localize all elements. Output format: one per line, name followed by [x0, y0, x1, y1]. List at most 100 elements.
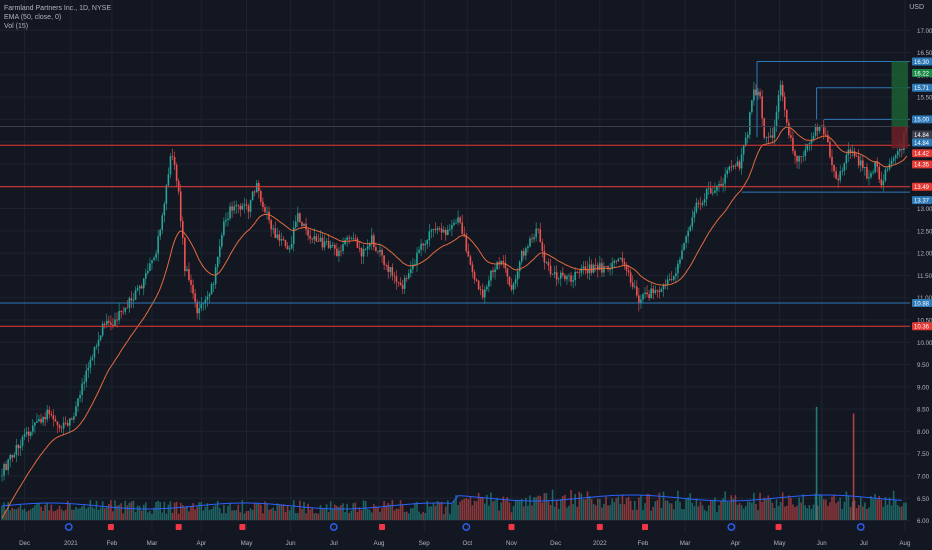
event-marker-earnings [775, 524, 782, 530]
candle-body [27, 431, 30, 436]
candle-body [286, 246, 289, 250]
candle-body [481, 289, 484, 298]
candle-body [268, 211, 270, 221]
candle-body [670, 278, 673, 280]
volume-bar [866, 508, 868, 520]
candle-body [50, 414, 53, 416]
candle-body [36, 421, 38, 423]
price-tick-label: 15.50 [917, 95, 932, 102]
candle-body [827, 135, 829, 143]
candle-body [255, 183, 258, 193]
volume-bar [605, 496, 607, 520]
volume-bar [901, 506, 903, 520]
event-marker-earnings [642, 524, 649, 530]
volume-bar [775, 499, 778, 520]
candle-body [759, 91, 761, 97]
volume-bar [566, 507, 568, 520]
volume-bar [644, 503, 646, 520]
candle-body [788, 122, 790, 136]
candle-body [479, 289, 482, 291]
volume-bar [660, 507, 663, 520]
price-tick-label: 11.50 [917, 273, 932, 280]
volume-bar [896, 505, 899, 520]
volume-bar [245, 511, 248, 520]
price-tag-box [912, 182, 932, 191]
volume-bar [348, 513, 350, 520]
candle-body [434, 228, 437, 230]
volume-bar [126, 505, 129, 520]
volume-bar [36, 503, 38, 520]
candle-body [586, 269, 589, 274]
candle-body [264, 207, 266, 213]
volume-bar [206, 503, 209, 520]
candle-body [315, 236, 318, 242]
volume-bar [640, 494, 642, 520]
volume-bar [722, 498, 724, 520]
candle-body [249, 200, 252, 212]
volume-bar [586, 491, 589, 520]
volume-bar [368, 510, 371, 520]
candle-body [210, 284, 213, 295]
candle-body [311, 238, 314, 240]
volume-bar [179, 502, 182, 520]
candle-body [397, 281, 400, 283]
volume-bar [592, 503, 595, 520]
candle-body [7, 459, 9, 471]
volume-bar [648, 493, 650, 520]
volume-bar [153, 507, 155, 520]
volume-bar [200, 502, 203, 520]
volume-bar [553, 506, 556, 520]
volume-bar [331, 508, 334, 520]
volume-bar [344, 512, 346, 520]
candle-body [623, 261, 626, 265]
candle-body [387, 265, 390, 273]
volume-bar [512, 506, 515, 520]
candle-body [640, 299, 642, 304]
candle-body [280, 239, 283, 241]
volume-bar [270, 508, 272, 520]
volume-bar [27, 510, 30, 520]
volume-bar [699, 501, 702, 520]
volume-bar [757, 510, 759, 520]
volume-bar [835, 503, 837, 520]
volume-bar [862, 506, 864, 520]
volume-bar [486, 494, 488, 520]
candle-body [720, 184, 722, 186]
volume-bar [461, 499, 463, 520]
volume-bar [675, 500, 677, 520]
candle-body [38, 419, 40, 422]
volume-bar [549, 505, 552, 520]
volume-bar [227, 505, 229, 520]
candle-body [609, 268, 611, 270]
volume-bar [253, 503, 256, 520]
candle-body [627, 270, 630, 273]
candle-body [642, 294, 644, 300]
volume-bar [537, 495, 540, 520]
candle-body [506, 268, 509, 277]
volume-bar [527, 505, 529, 520]
candle-body [114, 319, 116, 327]
price-tick-label: 9.00 [917, 384, 930, 391]
time-tick-label: Jun [817, 540, 828, 547]
volume-bar [403, 512, 406, 520]
volume-bar [311, 507, 314, 520]
volume-bar [83, 505, 85, 520]
volume-bar [453, 500, 455, 520]
volume-bar [535, 497, 537, 520]
candle-body [845, 154, 848, 164]
volume-bar [631, 509, 634, 520]
candle-body [685, 236, 687, 243]
candle-body [751, 100, 753, 113]
candle-body [155, 253, 157, 258]
price-tag-box [912, 299, 932, 308]
volume-bar [847, 495, 850, 520]
price-tag-box [912, 115, 932, 124]
volume-bar [120, 503, 122, 520]
candle-body [313, 236, 316, 240]
candle-body [777, 95, 780, 112]
price-tag-label: 10.88 [914, 301, 930, 307]
candle-body [892, 158, 895, 161]
volume-bar [366, 508, 369, 520]
volume-bar [870, 496, 872, 520]
